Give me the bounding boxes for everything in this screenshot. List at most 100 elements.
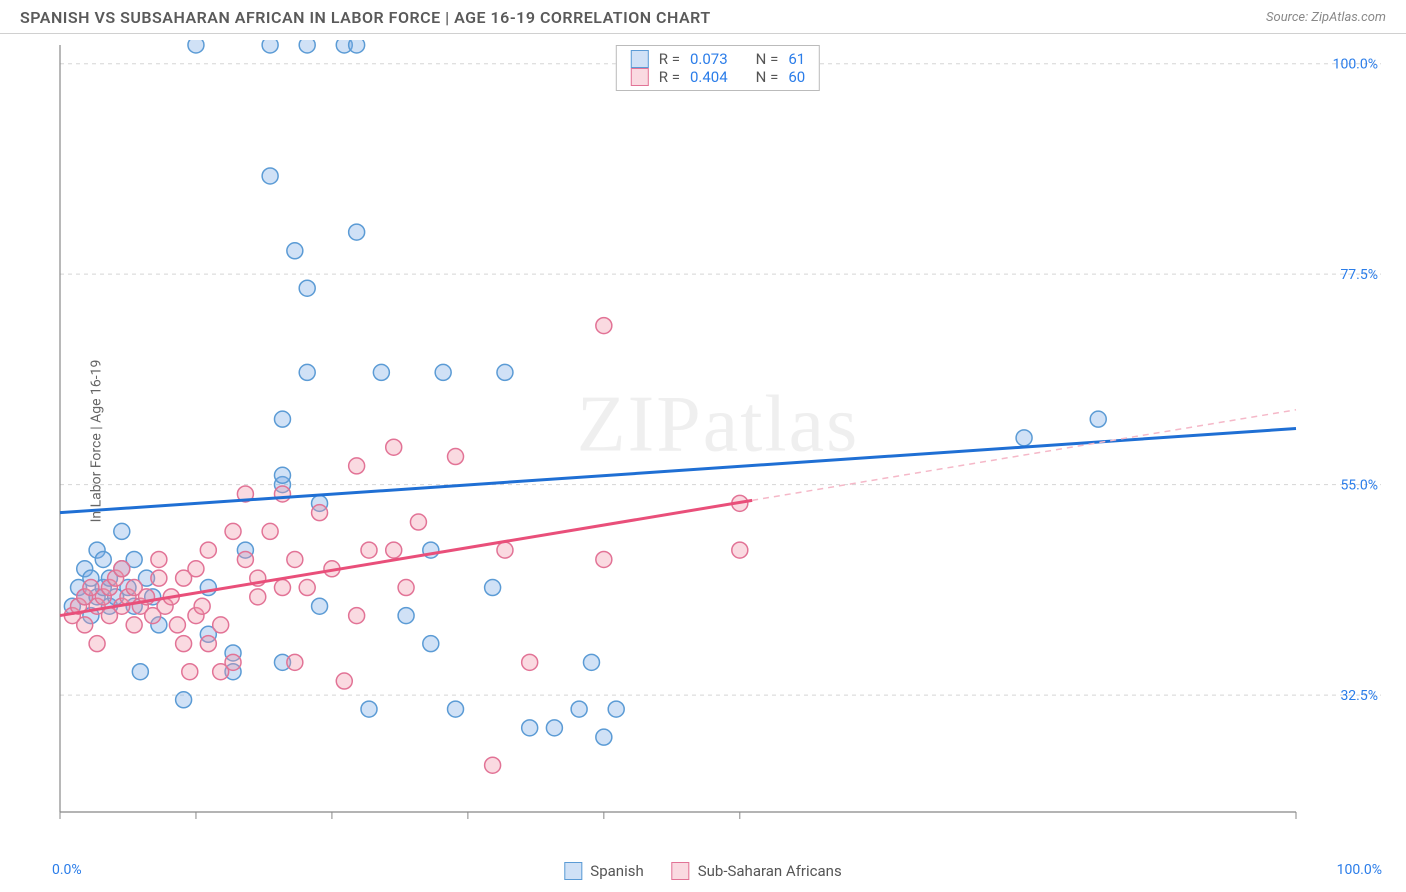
data-point xyxy=(349,40,365,53)
data-point xyxy=(497,542,513,558)
data-point xyxy=(176,636,192,652)
data-point xyxy=(114,523,130,539)
data-point xyxy=(522,654,538,670)
data-point xyxy=(361,542,377,558)
data-point xyxy=(213,617,229,633)
data-point xyxy=(349,608,365,624)
data-point xyxy=(225,523,241,539)
data-point xyxy=(176,692,192,708)
data-point xyxy=(188,40,204,53)
x-axis-max-label: 100.0% xyxy=(1337,862,1382,878)
data-point xyxy=(237,551,253,567)
chart-area: In Labor Force | Age 16-19 ZIPatlas 32.5… xyxy=(50,40,1386,842)
r-value: 0.404 xyxy=(690,68,728,86)
data-point xyxy=(448,701,464,717)
n-value: 60 xyxy=(788,68,805,86)
data-point xyxy=(410,514,426,530)
legend-item: Spanish xyxy=(564,862,643,880)
data-point xyxy=(274,411,290,427)
data-point xyxy=(485,580,501,596)
data-point xyxy=(596,729,612,745)
data-point xyxy=(373,364,389,380)
data-point xyxy=(1016,430,1032,446)
data-point xyxy=(596,551,612,567)
data-point xyxy=(262,168,278,184)
y-tick-label: 100.0% xyxy=(1333,57,1378,73)
data-point xyxy=(423,636,439,652)
data-point xyxy=(299,364,315,380)
data-point xyxy=(583,654,599,670)
data-point xyxy=(200,636,216,652)
correlation-stats-box: R = 0.073 N = 61 R = 0.404 N = 60 xyxy=(616,45,820,91)
n-label: N = xyxy=(756,50,779,68)
data-point xyxy=(95,551,111,567)
legend-label: Spanish xyxy=(590,862,643,880)
data-point xyxy=(169,617,185,633)
data-point xyxy=(132,664,148,680)
data-point xyxy=(299,280,315,296)
y-tick-label: 32.5% xyxy=(1340,688,1378,704)
data-point xyxy=(485,757,501,773)
data-point xyxy=(182,664,198,680)
data-point xyxy=(497,364,513,380)
data-point xyxy=(225,654,241,670)
series-swatch xyxy=(631,68,649,86)
data-point xyxy=(274,467,290,483)
data-point xyxy=(299,580,315,596)
chart-source: Source: ZipAtlas.com xyxy=(1266,10,1386,25)
data-point xyxy=(349,224,365,240)
trend-line-extrapolated xyxy=(752,410,1296,501)
data-point xyxy=(522,720,538,736)
data-point xyxy=(274,580,290,596)
data-point xyxy=(114,561,130,577)
y-tick-label: 77.5% xyxy=(1340,267,1378,283)
data-point xyxy=(299,40,315,53)
x-axis-min-label: 0.0% xyxy=(52,862,82,878)
data-point xyxy=(262,523,278,539)
data-point xyxy=(448,449,464,465)
data-point xyxy=(274,486,290,502)
chart-title: SPANISH VS SUBSAHARAN AFRICAN IN LABOR F… xyxy=(20,8,711,27)
data-point xyxy=(287,654,303,670)
stats-row: R = 0.404 N = 60 xyxy=(631,68,805,86)
legend-swatch xyxy=(672,862,690,880)
n-label: N = xyxy=(756,68,779,86)
data-point xyxy=(386,542,402,558)
data-point xyxy=(1090,411,1106,427)
stats-row: R = 0.073 N = 61 xyxy=(631,50,805,68)
data-point xyxy=(349,458,365,474)
data-point xyxy=(546,720,562,736)
data-point xyxy=(398,580,414,596)
data-point xyxy=(312,505,328,521)
data-point xyxy=(200,542,216,558)
data-point xyxy=(188,561,204,577)
legend: Spanish Sub-Saharan Africans xyxy=(564,862,841,880)
data-point xyxy=(386,439,402,455)
data-point xyxy=(126,617,142,633)
chart-header: SPANISH VS SUBSAHARAN AFRICAN IN LABOR F… xyxy=(0,0,1406,34)
data-point xyxy=(151,551,167,567)
data-point xyxy=(287,551,303,567)
data-point xyxy=(596,318,612,334)
data-point xyxy=(571,701,587,717)
legend-item: Sub-Saharan Africans xyxy=(672,862,842,880)
data-point xyxy=(287,243,303,259)
data-point xyxy=(194,598,210,614)
data-point xyxy=(608,701,624,717)
data-point xyxy=(89,636,105,652)
r-label: R = xyxy=(659,68,680,86)
y-tick-label: 55.0% xyxy=(1340,478,1378,494)
r-value: 0.073 xyxy=(690,50,728,68)
data-point xyxy=(250,589,266,605)
data-point xyxy=(77,617,93,633)
r-label: R = xyxy=(659,50,680,68)
data-point xyxy=(151,570,167,586)
legend-swatch xyxy=(564,862,582,880)
data-point xyxy=(361,701,377,717)
scatter-plot: 32.5% 55.0% 77.5% 100.0% xyxy=(50,40,1386,842)
n-value: 61 xyxy=(788,50,805,68)
data-point xyxy=(336,673,352,689)
data-point xyxy=(312,598,328,614)
data-point xyxy=(732,542,748,558)
series-swatch xyxy=(631,50,649,68)
